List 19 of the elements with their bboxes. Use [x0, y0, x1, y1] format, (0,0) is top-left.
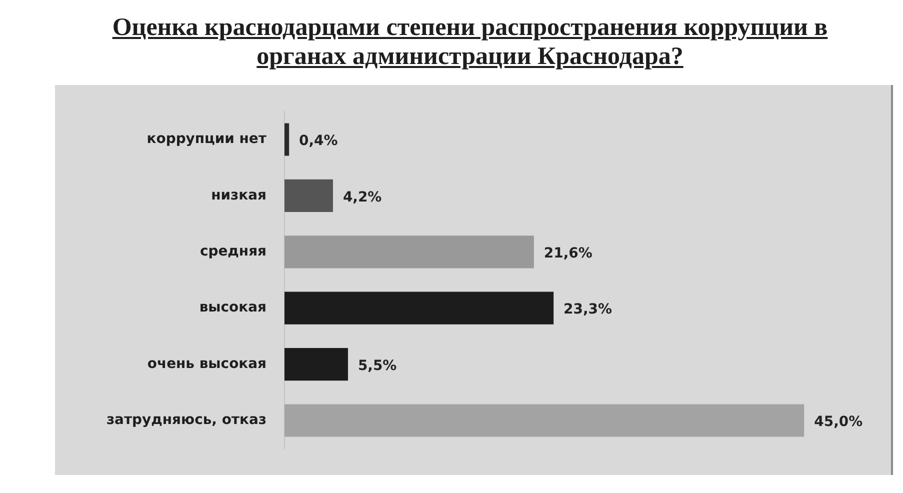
y-tick-label: средняя [200, 244, 266, 260]
data-label: 4,2% [342, 189, 382, 206]
bar [284, 123, 290, 156]
bar [284, 292, 554, 324]
y-tick-label: коррупции нет [146, 131, 268, 148]
data-label: 21,6% [544, 246, 592, 262]
y-tick-label: затрудняюсь, отказ [106, 412, 266, 428]
y-tick-label: низкая [211, 187, 266, 204]
data-label: 45,0% [814, 414, 863, 430]
bar [284, 179, 333, 212]
bar [284, 404, 804, 437]
y-tick-label: очень высокая [147, 356, 266, 372]
bar [284, 236, 534, 268]
y-tick-label: высокая [199, 300, 266, 316]
bar [284, 348, 348, 381]
data-label: 0,4% [299, 133, 338, 150]
data-label: 5,5% [358, 358, 397, 374]
data-label: 23,3% [564, 302, 612, 318]
chart-title: Оценка краснодарцами степени распространения коррупции в органах администрации Краснодара? [111, 13, 829, 71]
